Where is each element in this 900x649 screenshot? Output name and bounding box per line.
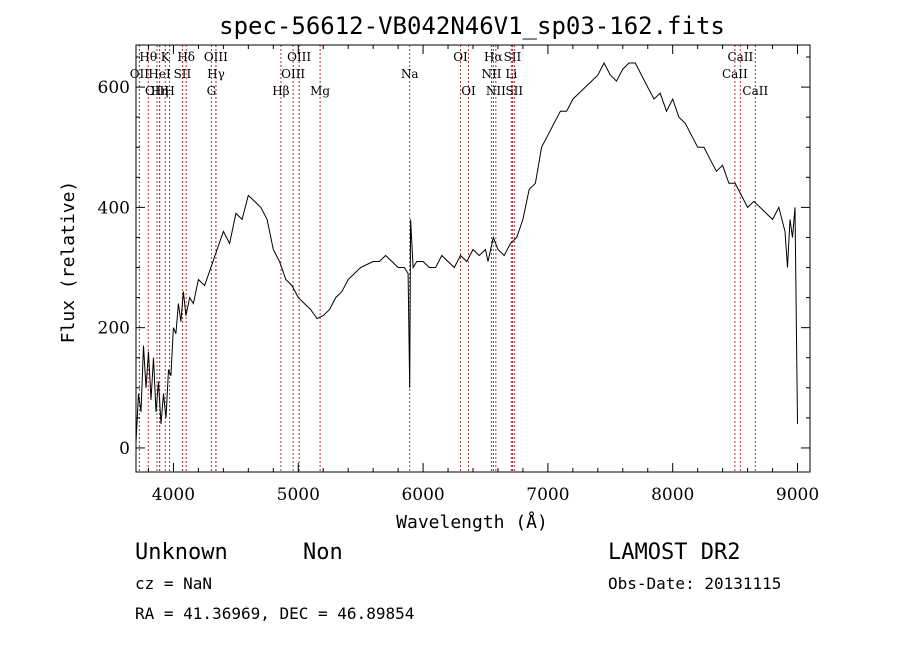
- line-marker-label-19: NII: [481, 67, 501, 81]
- line-marker-label-5: K: [161, 50, 171, 64]
- line-marker-label-16: Na: [401, 67, 419, 81]
- emission-line-labels: OIIHθOIIIHeIHηKHSIIHδGOIIIHγHβOIIIOIIIMg…: [130, 50, 769, 98]
- y-tick-label-0: 0: [119, 439, 130, 459]
- line-marker-label-9: G: [207, 84, 217, 98]
- y-axis-ticks: 0 200 400 600: [98, 56, 810, 459]
- x-axis-ticks: 4000 5000 6000 7000 8000 9000: [147, 45, 819, 505]
- x-tick-label-2: 6000: [401, 485, 444, 505]
- line-marker-label-0: OII: [130, 67, 150, 81]
- y-tick-label-3: 600: [98, 78, 130, 98]
- y-tick-label-1: 200: [98, 319, 130, 339]
- line-marker-label-17: OI: [453, 50, 468, 64]
- obs-date-text: Obs-Date: 20131115: [608, 574, 781, 593]
- line-marker-label-27: CaII: [742, 84, 768, 98]
- line-marker-label-23: SII: [504, 50, 522, 64]
- x-tick-label-4: 8000: [651, 485, 694, 505]
- line-marker-label-1: Hθ: [139, 50, 157, 64]
- line-marker-label-2: OIII: [145, 84, 169, 98]
- line-marker-label-6: H: [164, 84, 174, 98]
- line-marker-label-25: CaII: [722, 67, 748, 81]
- x-axis-label: Wavelength (Å): [396, 511, 548, 533]
- x-tick-label-1: 5000: [277, 485, 320, 505]
- line-marker-label-8: Hδ: [177, 50, 195, 64]
- redshift-text: cz = NaN: [135, 574, 212, 593]
- line-marker-label-20: Hα: [484, 50, 503, 64]
- line-marker-label-3: HeI: [148, 67, 171, 81]
- y-tick-label-2: 400: [98, 198, 130, 218]
- line-marker-label-14: OIII: [287, 50, 311, 64]
- line-marker-label-12: Hβ: [272, 84, 289, 98]
- x-tick-label-5: 9000: [776, 485, 819, 505]
- line-marker-label-11: Hγ: [207, 67, 225, 81]
- object-subclass-text: Non: [303, 540, 343, 565]
- coordinates-text: RA = 41.36969, DEC = 46.89854: [135, 604, 414, 623]
- y-axis-label: Flux (relative): [58, 181, 79, 344]
- emission-line-markers: [138, 45, 756, 472]
- line-marker-label-4: Hη: [151, 84, 169, 98]
- x-tick-label-0: 4000: [152, 485, 195, 505]
- object-type-text: Unknown: [135, 540, 228, 565]
- line-marker-label-24: SII: [505, 84, 523, 98]
- line-marker-label-26: CaII: [727, 50, 753, 64]
- chart-title: spec-56612-VB042N46V1_sp03-162.fits: [219, 12, 725, 40]
- survey-name-text: LAMOST DR2: [608, 540, 740, 565]
- line-marker-label-21: NII: [486, 84, 506, 98]
- line-marker-label-10: OIII: [204, 50, 228, 64]
- line-marker-label-15: Mg: [310, 84, 330, 98]
- line-marker-label-7: SII: [174, 67, 192, 81]
- line-marker-label-22: Li: [505, 67, 517, 81]
- x-tick-label-3: 7000: [526, 485, 569, 505]
- line-marker-label-13: OIII: [281, 67, 305, 81]
- line-marker-label-18: OI: [461, 84, 476, 98]
- spectrum-series-line: [135, 61, 798, 442]
